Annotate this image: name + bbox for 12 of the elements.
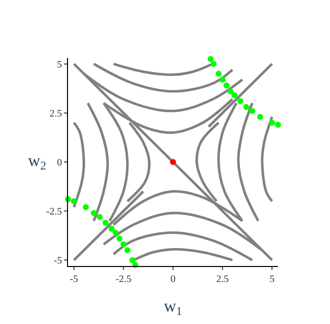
y-tick-label: -5 <box>54 256 62 267</box>
y-tick-label: 0 <box>57 158 62 168</box>
y-axis-title: w$_{2}$ <box>28 151 46 173</box>
y-tick-label: 2.5 <box>50 108 62 120</box>
x-axis-title: w$_{1}$ <box>164 296 182 318</box>
x-tick-label: 5 <box>270 274 275 285</box>
x-tick-label: 0 <box>170 274 176 285</box>
x-tick-label: 2.5 <box>216 274 229 285</box>
x-tick-label: -5 <box>70 274 78 285</box>
y-tick-label: 5 <box>57 59 62 70</box>
y-tick-label: -2.5 <box>46 206 62 218</box>
x-tick-label: -2.5 <box>116 274 132 285</box>
